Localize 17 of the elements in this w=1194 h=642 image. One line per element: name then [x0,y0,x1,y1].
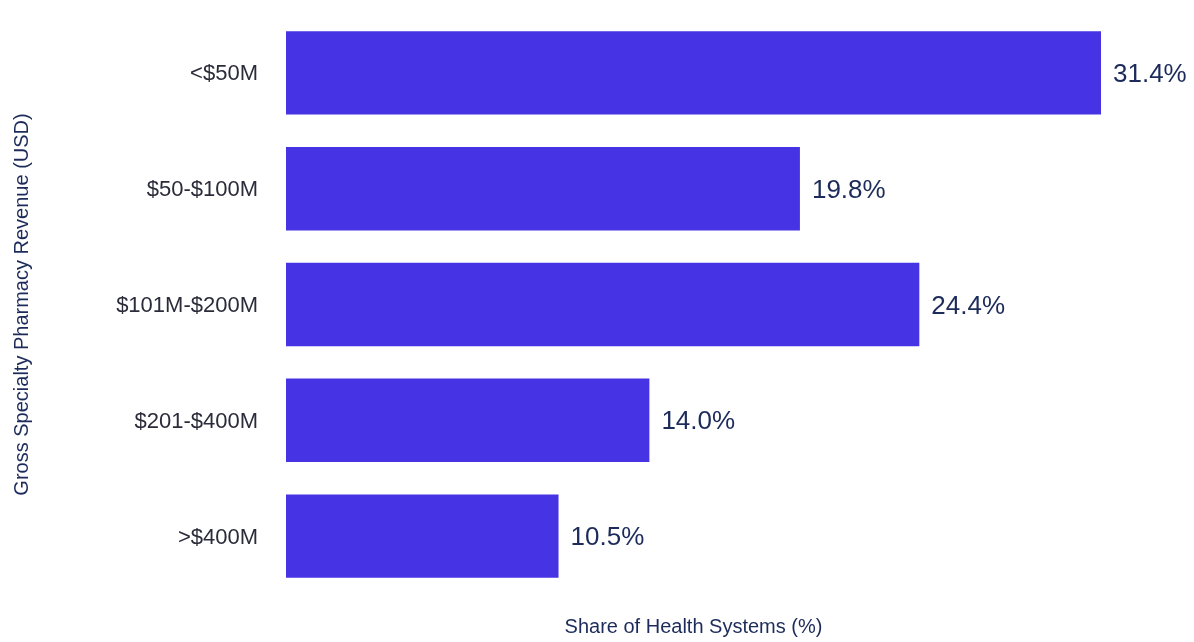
data-label: 14.0% [661,405,736,436]
bar [286,494,559,578]
y-axis-title: Gross Specialty Pharmacy Revenue (USD) [10,113,32,496]
y-tick-label: $101M-$200M [116,292,258,317]
y-tick-label: $50-$100M [146,176,258,202]
y-tick-label: >$400M [177,523,258,549]
y-tick-label: <$50M [190,60,258,86]
data-label: 31.4% [1113,57,1187,88]
bar [286,262,920,347]
data-label: 10.5% [570,521,645,552]
bar [286,147,800,231]
data-label: 19.8% [811,173,886,204]
data-label: 24.4% [931,289,1006,320]
x-axis-title: Share of Health Systems (%) [564,615,823,637]
bar [286,31,1101,115]
bar [286,378,650,462]
y-tick-label: $201-$400M [134,407,258,433]
